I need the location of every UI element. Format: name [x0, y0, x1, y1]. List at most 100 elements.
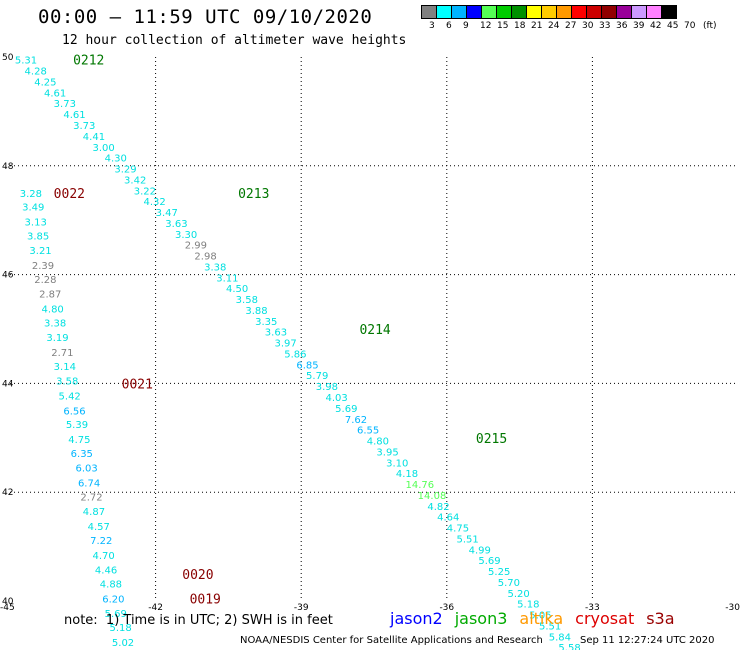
y-tick-label: 42: [2, 488, 13, 498]
x-tick-label: -45: [0, 603, 15, 613]
swh-data-label: 3.47: [156, 208, 178, 219]
swh-data-label: 3.30: [175, 230, 197, 241]
swh-data-label: 5.18: [109, 623, 131, 634]
legend-label: 70: [684, 21, 696, 31]
swh-data-label: 3.42: [124, 175, 146, 186]
swh-data-label: 4.75: [447, 524, 469, 535]
swh-data-label: 3.63: [265, 328, 287, 339]
swh-data-label: 7.22: [90, 536, 112, 547]
swh-data-label: 3.58: [56, 377, 78, 388]
time-label: 0019: [190, 592, 221, 607]
swh-data-label: 4.03: [325, 393, 347, 404]
legend-swatch: [661, 5, 677, 19]
swh-data-label: 4.80: [42, 304, 64, 315]
legend-label: 45: [667, 21, 679, 31]
swh-data-label: 2.71: [51, 348, 73, 359]
swh-data-label: 3.10: [386, 458, 408, 469]
swh-data-label: 4.32: [143, 197, 165, 208]
swh-data-label: 4.80: [367, 437, 389, 448]
swh-data-label: 4.57: [88, 522, 110, 533]
satellite-label: altika: [519, 609, 564, 628]
note-text: note: 1) Time is in UTC; 2) SWH is in fe…: [64, 613, 333, 628]
y-tick-label: 48: [2, 162, 14, 172]
legend-label: 36: [616, 21, 628, 31]
legend-label: 6: [446, 21, 452, 31]
swh-data-label: 3.35: [255, 317, 277, 328]
swh-data-label: 7.62: [345, 415, 367, 426]
swh-data-label: 3.73: [54, 99, 76, 110]
swh-data-label: 5.69: [478, 556, 500, 567]
time-label: 0213: [238, 187, 269, 202]
satellite-label: jason3: [454, 609, 508, 628]
swh-data-label: 3.14: [54, 362, 76, 373]
swh-data-label: 5.02: [112, 638, 134, 649]
swh-data-label: 3.11: [216, 273, 238, 284]
time-label: 0021: [122, 377, 153, 392]
swh-data-label: 2.28: [34, 275, 56, 286]
swh-data-label: 2.72: [80, 493, 102, 504]
swh-data-label: 5.39: [66, 420, 88, 431]
swh-data-label: 4.99: [469, 545, 491, 556]
x-tick-label: -36: [439, 603, 454, 613]
swh-data-label: 3.29: [114, 165, 136, 176]
swh-data-label: 3.97: [275, 339, 297, 350]
swh-data-label: 3.22: [134, 186, 156, 197]
swh-data-label: 5.25: [488, 567, 510, 578]
swh-data-label: 4.61: [63, 110, 85, 121]
time-label: 0022: [54, 187, 85, 202]
swh-data-label: 3.19: [46, 333, 68, 344]
x-tick-label: -30: [725, 603, 740, 613]
x-tick-label: -33: [585, 603, 600, 613]
swh-data-label: 4.64: [437, 513, 459, 524]
legend-label: 42: [650, 21, 662, 31]
legend-label: 18: [514, 21, 526, 31]
footer-timestamp: Sep 11 12:27:24 UTC 2020: [580, 635, 715, 646]
swh-data-label: 6.85: [296, 360, 318, 371]
time-label: 0020: [182, 568, 213, 583]
y-tick-label: 50: [2, 53, 14, 63]
swh-data-label: 3.21: [29, 246, 51, 257]
swh-data-label: 3.88: [245, 306, 267, 317]
satellite-label: s3a: [646, 609, 675, 628]
swh-data-label: 5.31: [15, 56, 37, 67]
y-tick-label: 44: [2, 379, 14, 389]
swh-data-label: 14.76: [406, 480, 435, 491]
time-label: 0215: [476, 432, 507, 447]
swh-data-label: 4.30: [105, 154, 127, 165]
satellite-label: cryosat: [575, 609, 635, 628]
swh-data-label: 6.35: [71, 449, 93, 460]
swh-data-label: 3.28: [20, 189, 42, 200]
legend-label: 3: [429, 21, 435, 31]
swh-data-label: 3.63: [165, 219, 187, 230]
x-tick-label: -39: [294, 603, 309, 613]
chart-title: 00:00 – 11:59 UTC 09/10/2020: [38, 6, 373, 28]
swh-data-label: 5.20: [507, 589, 529, 600]
legend-label: 9: [463, 21, 469, 31]
x-tick-label: -42: [148, 603, 163, 613]
legend-label: 24: [548, 21, 560, 31]
time-label: 0214: [359, 323, 390, 338]
swh-data-label: 3.85: [27, 231, 49, 242]
swh-data-label: 4.41: [83, 132, 105, 143]
swh-data-label: 4.75: [68, 435, 90, 446]
swh-data-label: 4.46: [95, 565, 117, 576]
swh-data-label: 4.88: [100, 580, 122, 591]
swh-data-label: 5.18: [517, 600, 539, 611]
swh-data-label: 6.56: [63, 407, 85, 418]
swh-data-label: 3.38: [44, 318, 66, 329]
swh-data-label: 4.87: [83, 507, 105, 518]
swh-data-label: 6.55: [357, 426, 379, 437]
time-label: 0212: [73, 54, 104, 69]
swh-data-label: 3.98: [316, 382, 338, 393]
swh-data-label: 2.99: [185, 241, 207, 252]
swh-data-label: 3.38: [204, 262, 226, 273]
swh-data-label: 5.05: [529, 611, 551, 622]
swh-data-label: 2.98: [194, 252, 216, 263]
swh-data-label: 4.18: [396, 469, 418, 480]
legend-label: (ft): [703, 21, 717, 31]
swh-data-label: 2.87: [39, 290, 61, 301]
swh-data-label: 5.79: [306, 371, 328, 382]
y-tick-label: 46: [2, 271, 14, 281]
